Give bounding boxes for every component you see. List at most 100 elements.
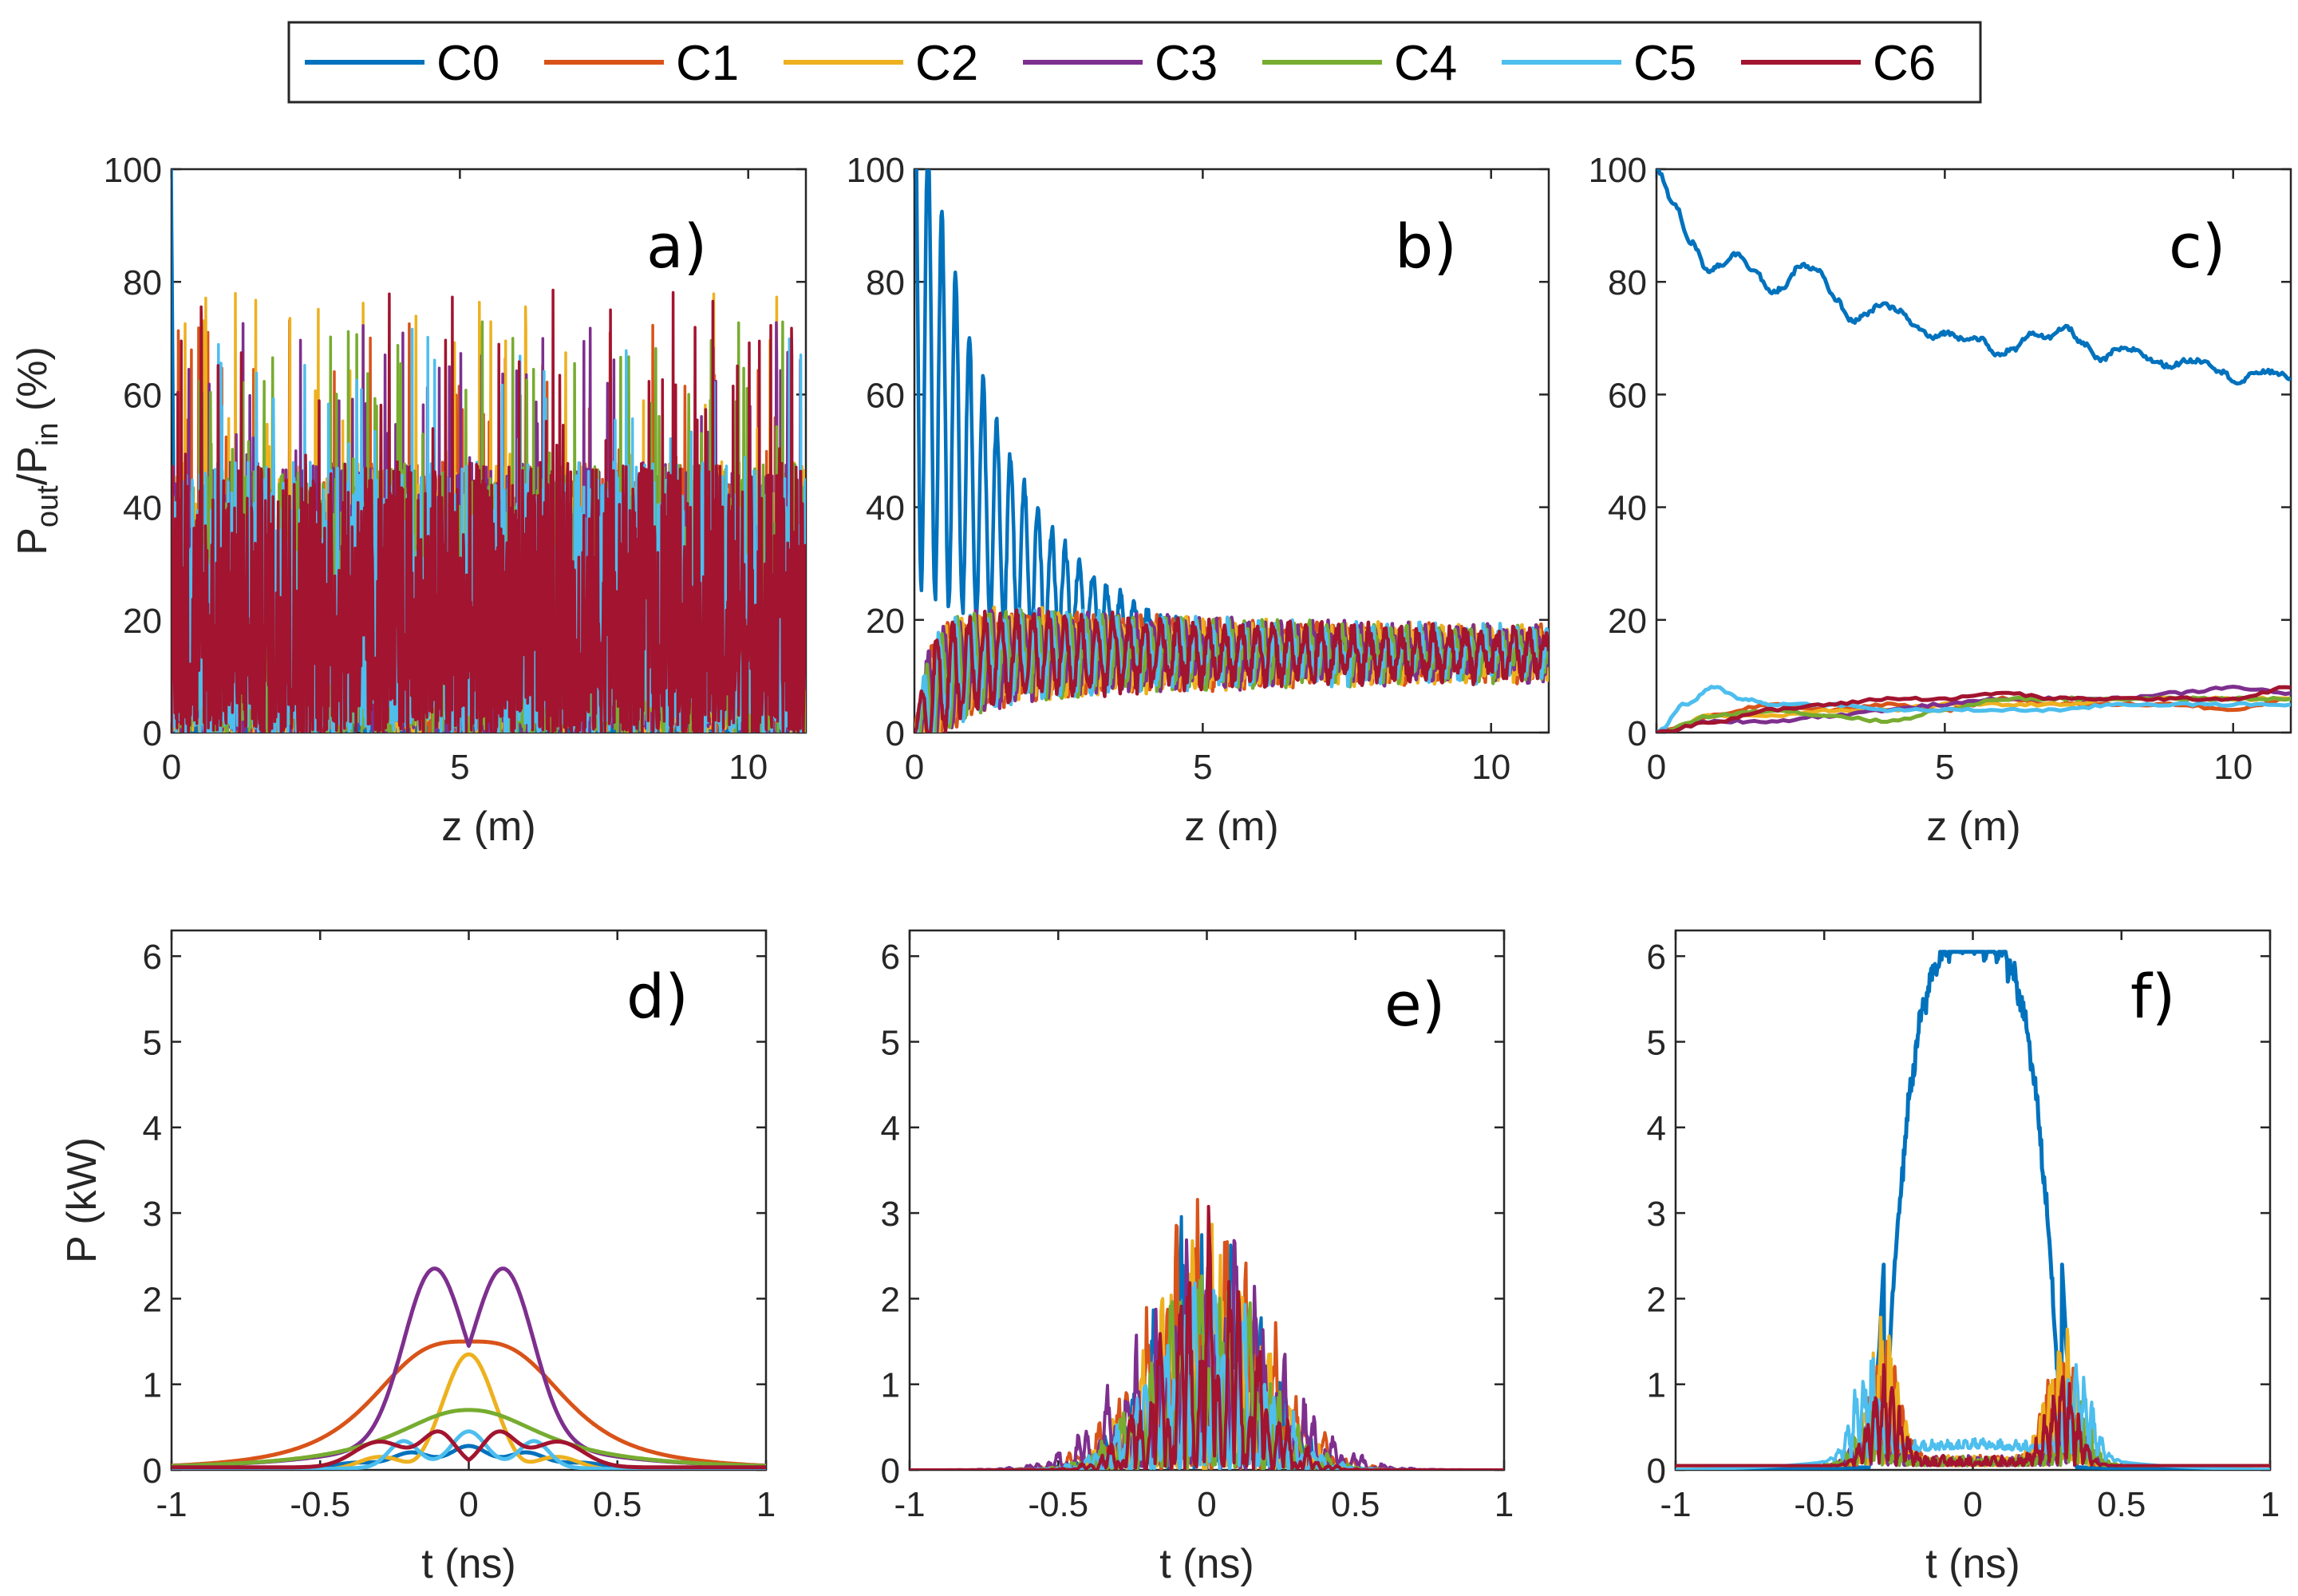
x-tick-label-c: 5 bbox=[1935, 748, 1954, 787]
series-line-f-c0 bbox=[1676, 950, 2270, 1470]
series-line-c-c3 bbox=[1656, 685, 2291, 733]
y-tick-label-b: 100 bbox=[847, 151, 905, 190]
y-tick-label-f: 0 bbox=[1647, 1452, 1666, 1491]
x-tick-label-b: 10 bbox=[1471, 748, 1510, 787]
x-tick-label-d: 1 bbox=[756, 1485, 776, 1524]
y-tick-label-b: 0 bbox=[886, 714, 905, 753]
legend-label-c4: C4 bbox=[1394, 36, 1457, 91]
axes-box-f bbox=[1674, 929, 2272, 1472]
series-line-c-c6 bbox=[1656, 685, 2291, 733]
x-tick-label-a: 0 bbox=[162, 748, 181, 787]
x-tick-label-e: -0.5 bbox=[1028, 1485, 1088, 1524]
x-tick-label-a: 10 bbox=[728, 748, 768, 787]
x-tick-label-d: 0 bbox=[459, 1485, 478, 1524]
series-group-d bbox=[172, 1266, 766, 1470]
x-tick-label-e: 1 bbox=[1494, 1485, 1514, 1524]
y-tick-label-e: 2 bbox=[881, 1280, 900, 1319]
series-line-c-c0 bbox=[1656, 169, 2291, 386]
series-line-a-c6 bbox=[172, 288, 806, 733]
series-group-f bbox=[1676, 950, 2270, 1470]
legend-label-c0: C0 bbox=[436, 36, 499, 91]
y-tick-label-e: 0 bbox=[881, 1452, 900, 1491]
series-line-e-c6 bbox=[910, 1204, 1504, 1470]
series-group-c bbox=[1656, 169, 2291, 733]
x-tick-label-f: -1 bbox=[1660, 1485, 1691, 1524]
y-axis-label-part: P bbox=[10, 527, 56, 555]
axes-box-d bbox=[170, 929, 768, 1472]
y-axis-label-part: in bbox=[31, 423, 65, 447]
series-group-a bbox=[172, 169, 806, 733]
series-line-b-c6 bbox=[914, 608, 1549, 733]
y-tick-label-a: 0 bbox=[143, 714, 162, 753]
y-tick-label-c: 100 bbox=[1589, 151, 1647, 190]
y-axis-label-part: out bbox=[31, 485, 65, 527]
x-tick-label-e: 0.5 bbox=[1331, 1485, 1380, 1524]
x-tick-label-c: 0 bbox=[1647, 748, 1666, 787]
panel-label-a: a) bbox=[646, 211, 707, 282]
legend-label-c5: C5 bbox=[1633, 36, 1696, 91]
x-tick-label-d: -0.5 bbox=[290, 1485, 350, 1524]
legend-label-c3: C3 bbox=[1155, 36, 1218, 91]
y-tick-label-f: 2 bbox=[1647, 1280, 1666, 1319]
y-tick-label-b: 80 bbox=[866, 263, 905, 302]
legend-label-c6: C6 bbox=[1873, 36, 1936, 91]
y-axis-label-part: (%) bbox=[10, 346, 56, 422]
y-tick-label-d: 2 bbox=[143, 1280, 162, 1319]
y-tick-label-e: 6 bbox=[881, 938, 900, 977]
y-tick-label-c: 60 bbox=[1608, 376, 1647, 415]
series-line-f-c6 bbox=[1676, 1363, 2270, 1468]
x-axis-label-c: z (m) bbox=[1926, 804, 2020, 850]
y-tick-label-e: 3 bbox=[881, 1195, 900, 1234]
x-tick-label-b: 5 bbox=[1193, 748, 1212, 787]
y-tick-label-e: 4 bbox=[881, 1109, 900, 1148]
panel-d: -1 -0.5 0 0.5 1 0 1 2 3 4 5 6 t (ns) P (kW) d) bbox=[59, 929, 776, 1587]
y-tick-label-c: 80 bbox=[1608, 263, 1647, 302]
y-tick-label-a: 100 bbox=[104, 151, 162, 190]
x-tick-label-b: 0 bbox=[905, 748, 924, 787]
y-tick-label-c: 0 bbox=[1628, 714, 1647, 753]
y-tick-label-a: 20 bbox=[123, 602, 162, 641]
y-tick-label-d: 4 bbox=[143, 1109, 162, 1148]
x-tick-label-f: 1 bbox=[2260, 1485, 2280, 1524]
x-tick-label-d: -1 bbox=[156, 1485, 187, 1524]
x-tick-label-f: -0.5 bbox=[1794, 1485, 1854, 1524]
x-tick-label-e: -1 bbox=[894, 1485, 925, 1524]
y-axis-label-a: Pout/Pin (%) bbox=[10, 346, 65, 555]
y-tick-label-d: 0 bbox=[143, 1452, 162, 1491]
y-tick-label-d: 6 bbox=[143, 938, 162, 977]
y-axis-label-d: P (kW) bbox=[59, 1137, 105, 1263]
y-tick-label-f: 5 bbox=[1647, 1023, 1666, 1062]
legend: C0 C1 C2 C3 C4 C5 C6 bbox=[287, 21, 1982, 104]
panel-label-b: b) bbox=[1395, 211, 1457, 282]
x-axis-label-e: t (ns) bbox=[1159, 1541, 1254, 1587]
series-line-c-c5 bbox=[1656, 685, 2291, 733]
y-tick-label-b: 40 bbox=[866, 489, 905, 528]
y-tick-label-b: 60 bbox=[866, 376, 905, 415]
x-axis-label-a: z (m) bbox=[441, 804, 535, 850]
panel-label-f: f) bbox=[2130, 961, 2175, 1032]
axes-box-c bbox=[1655, 168, 2292, 734]
y-tick-label-d: 3 bbox=[143, 1195, 162, 1234]
x-tick-label-a: 5 bbox=[450, 748, 469, 787]
y-tick-label-d: 1 bbox=[143, 1366, 162, 1405]
x-tick-label-d: 0.5 bbox=[593, 1485, 642, 1524]
y-tick-label-c: 20 bbox=[1608, 602, 1647, 641]
y-tick-label-a: 40 bbox=[123, 489, 162, 528]
x-axis-label-b: z (m) bbox=[1184, 804, 1278, 850]
panel-label-e: e) bbox=[1384, 969, 1445, 1040]
legend-label-c2: C2 bbox=[915, 36, 978, 91]
panel-e: -1 -0.5 0 0.5 1 0 1 2 3 4 5 6 t (ns) e) bbox=[881, 929, 1514, 1587]
y-tick-label-a: 80 bbox=[123, 263, 162, 302]
panel-f: -1 -0.5 0 0.5 1 0 1 2 3 4 5 6 t (ns) f) bbox=[1647, 929, 2280, 1587]
x-tick-label-f: 0.5 bbox=[2097, 1485, 2146, 1524]
x-tick-label-f: 0 bbox=[1963, 1485, 1982, 1524]
series-line-d-c2 bbox=[172, 1352, 766, 1470]
y-tick-label-f: 6 bbox=[1647, 938, 1666, 977]
legend-label-c1: C1 bbox=[676, 36, 739, 91]
y-axis-label-part: /P bbox=[10, 446, 56, 485]
x-tick-label-c: 10 bbox=[2213, 748, 2253, 787]
panel-label-d: d) bbox=[626, 961, 689, 1032]
